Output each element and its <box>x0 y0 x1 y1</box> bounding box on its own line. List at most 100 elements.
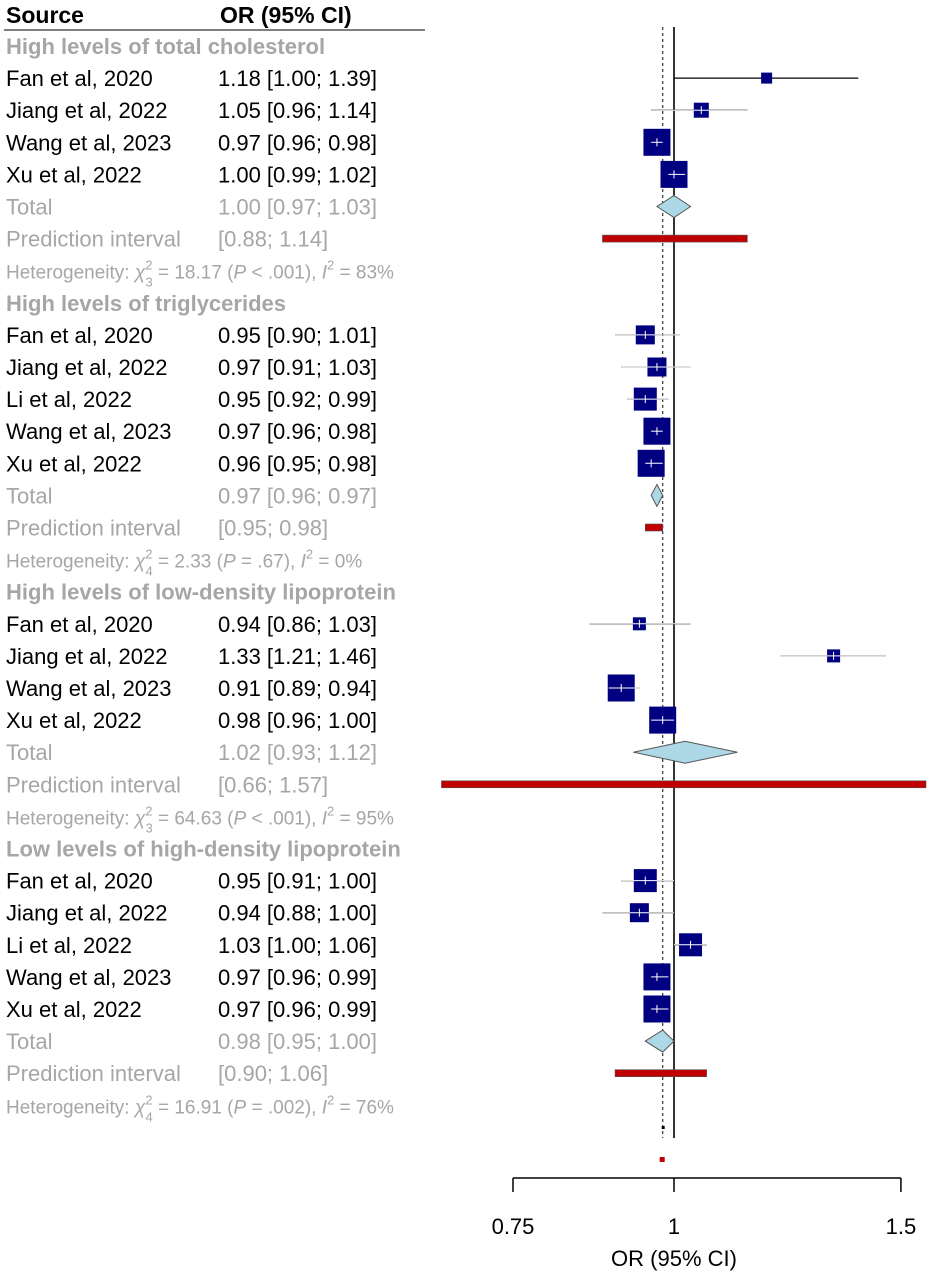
study-name: Wang et al, 2023 <box>6 419 172 444</box>
het-i-symbol: I <box>322 263 328 284</box>
het-chi: χ <box>133 1097 146 1118</box>
het-p-value: < .001), <box>246 263 322 284</box>
heterogeneity-text: Heterogeneity: χ2 3 = 18.17 (P < .001), I… <box>6 258 394 290</box>
study-or-ci: 1.18 [1.00; 1.39] <box>218 66 377 91</box>
total-label: Total <box>6 740 52 765</box>
group-label: High levels of total cholesterol <box>6 34 325 59</box>
het-p-value: = .67), <box>236 552 301 573</box>
study-or-ci: 1.33 [1.21; 1.46] <box>218 644 377 669</box>
prediction-interval-label: Prediction interval <box>6 227 181 252</box>
het-i-value: = 83% <box>334 263 394 284</box>
het-prefix: Heterogeneity: <box>6 1097 135 1118</box>
x-axis-label: OR (95% CI) <box>611 1246 737 1271</box>
total-or-ci: 0.97 [0.96; 0.97] <box>218 483 377 508</box>
study-name: Jiang et al, 2022 <box>6 644 167 669</box>
het-i-sup: 2 <box>306 547 313 562</box>
study-or-ci: 0.98 [0.96; 1.00] <box>218 708 377 733</box>
het-i-value: = 76% <box>334 1097 394 1118</box>
total-or-ci: 1.00 [0.97; 1.03] <box>218 195 377 220</box>
het-i-symbol: I <box>322 1097 328 1118</box>
het-prefix: Heterogeneity: <box>6 808 135 829</box>
total-diamond <box>650 483 664 508</box>
total-or-ci: 1.02 [0.93; 1.12] <box>218 740 377 765</box>
het-p-value: = .002), <box>246 1097 322 1118</box>
het-i-sup: 2 <box>327 258 334 273</box>
het-chi-value: = 16.91 ( <box>153 1097 234 1118</box>
study-or-ci: 0.97 [0.96; 0.99] <box>218 997 377 1022</box>
het-i-symbol: I <box>322 808 328 829</box>
prediction-interval-value: [0.90; 1.06] <box>218 1061 328 1086</box>
study-name: Xu et al, 2022 <box>6 162 142 187</box>
study-or-ci: 1.00 [0.99; 1.02] <box>218 162 377 187</box>
x-tick-label: 1 <box>668 1214 680 1239</box>
prediction-interval-bar <box>441 780 927 789</box>
het-p-value: < .001), <box>246 808 322 829</box>
prediction-interval-label: Prediction interval <box>6 516 181 541</box>
het-chi: χ <box>133 552 146 573</box>
prediction-interval-bar <box>602 234 748 243</box>
study-or-ci: 0.94 [0.86; 1.03] <box>218 612 377 637</box>
heterogeneity-text: Heterogeneity: χ2 4 = 16.91 (P = .002), I… <box>6 1092 394 1124</box>
study-name: Li et al, 2022 <box>6 387 132 412</box>
het-df-sub: 4 <box>145 1109 152 1124</box>
study-or-ci: 0.95 [0.92; 0.99] <box>218 387 377 412</box>
pooled-point-mark <box>661 1126 665 1129</box>
study-name: Fan et al, 2020 <box>6 869 153 894</box>
prediction-interval-bar <box>644 523 663 532</box>
het-df-sup: 2 <box>145 803 152 818</box>
group-label: Low levels of high-density lipoprotein <box>6 837 401 862</box>
total-diamond <box>644 1029 675 1053</box>
study-or-ci: 0.97 [0.96; 0.98] <box>218 419 377 444</box>
study-or-ci: 0.95 [0.90; 1.01] <box>218 323 377 348</box>
het-p-symbol: P <box>223 552 236 573</box>
prediction-interval-label: Prediction interval <box>6 1061 181 1086</box>
study-or-ci: 0.97 [0.96; 0.99] <box>218 965 377 990</box>
total-label: Total <box>6 1029 52 1054</box>
heterogeneity-text: Heterogeneity: χ2 3 = 64.63 (P < .001), I… <box>6 803 394 835</box>
study-name: Wang et al, 2023 <box>6 676 172 701</box>
total-diamond <box>633 740 738 764</box>
study-name: Jiang et al, 2022 <box>6 355 167 380</box>
het-df-sub: 4 <box>145 564 152 579</box>
group-label: High levels of triglycerides <box>6 291 286 316</box>
pooled-prediction-mark <box>659 1157 665 1162</box>
het-p-symbol: P <box>234 1097 247 1118</box>
study-or-ci: 1.05 [0.96; 1.14] <box>218 98 377 123</box>
total-diamond <box>656 194 692 219</box>
prediction-interval-bar <box>614 1069 707 1077</box>
prediction-interval-label: Prediction interval <box>6 772 181 797</box>
x-axis: 0.75 1 1.5 OR (95% CI) <box>492 1177 917 1271</box>
total-label: Total <box>6 483 52 508</box>
study-or-ci: 0.95 [0.91; 1.00] <box>218 869 377 894</box>
study-or-ci: 0.94 [0.88; 1.00] <box>218 901 377 926</box>
het-p-symbol: P <box>234 808 247 829</box>
het-i-value: = 0% <box>313 552 362 573</box>
study-name: Jiang et al, 2022 <box>6 901 167 926</box>
study-name: Fan et al, 2020 <box>6 66 153 91</box>
study-name: Li et al, 2022 <box>6 933 132 958</box>
het-df-sub: 3 <box>145 275 152 290</box>
het-prefix: Heterogeneity: <box>6 552 135 573</box>
x-tick-label: 1.5 <box>886 1214 917 1239</box>
study-or-ci: 0.97 [0.96; 0.98] <box>218 130 377 155</box>
het-chi-value: = 64.63 ( <box>153 808 234 829</box>
het-i-symbol: I <box>301 552 307 573</box>
het-chi: χ <box>133 808 146 829</box>
het-p-symbol: P <box>234 263 247 284</box>
het-chi-value: = 2.33 ( <box>153 552 224 573</box>
study-name: Xu et al, 2022 <box>6 451 142 476</box>
header-or-ci: OR (95% CI) <box>220 2 352 28</box>
prediction-interval-value: [0.66; 1.57] <box>218 772 328 797</box>
het-df-sup: 2 <box>145 1092 152 1107</box>
study-weight-box <box>761 72 773 84</box>
study-name: Fan et al, 2020 <box>6 323 153 348</box>
study-name: Fan et al, 2020 <box>6 612 153 637</box>
total-or-ci: 0.98 [0.95; 1.00] <box>218 1029 377 1054</box>
header-source: Source <box>6 2 84 28</box>
forest-rows: High levels of total cholesterol Fan et a… <box>6 34 927 1124</box>
het-chi: χ <box>133 263 146 284</box>
het-prefix: Heterogeneity: <box>6 263 135 284</box>
study-name: Xu et al, 2022 <box>6 708 142 733</box>
prediction-interval-value: [0.88; 1.14] <box>218 227 328 252</box>
